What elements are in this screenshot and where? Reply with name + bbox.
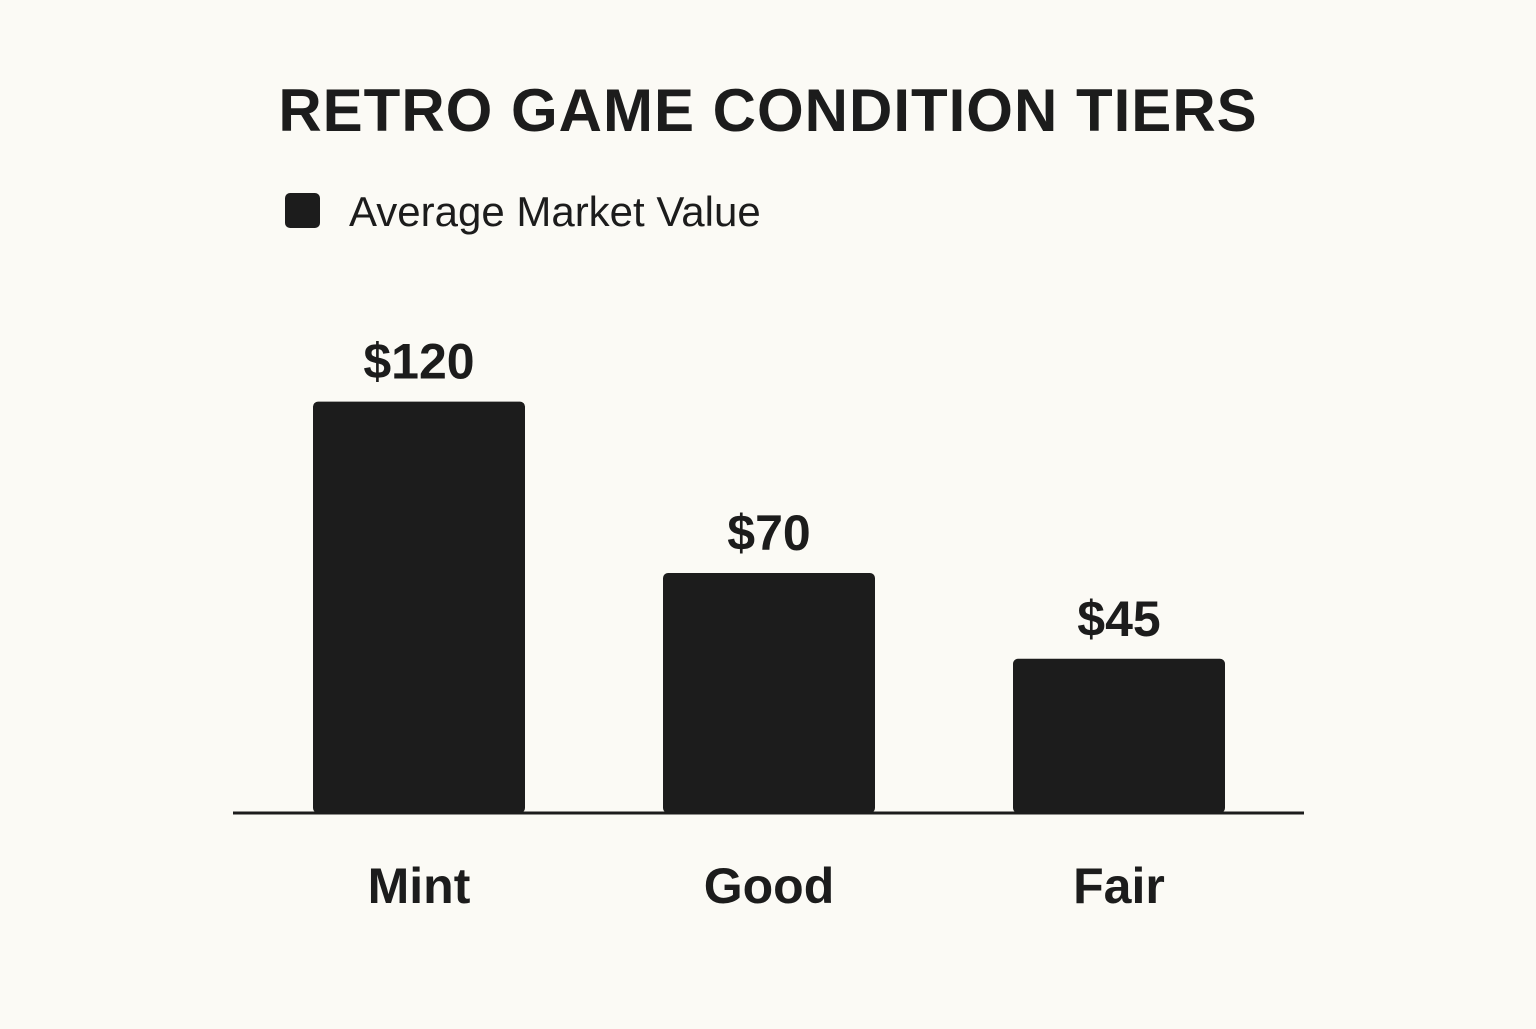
category-label-fair: Fair xyxy=(1073,858,1165,914)
category-label-good: Good xyxy=(704,858,835,914)
bar-mint xyxy=(313,401,525,813)
value-labels-layer: $120 $70 $45 xyxy=(363,334,1160,647)
legend: Average Market Value xyxy=(285,188,761,235)
bar-fair xyxy=(1013,658,1225,813)
bars-layer xyxy=(313,401,1225,813)
chart-title: RETRO GAME CONDITION TIERS xyxy=(278,77,1257,144)
bar-good xyxy=(663,573,875,813)
data-label-mint: $120 xyxy=(363,334,474,390)
data-label-fair: $45 xyxy=(1077,591,1160,647)
legend-swatch xyxy=(285,193,320,228)
data-label-good: $70 xyxy=(727,505,810,561)
legend-label: Average Market Value xyxy=(349,188,761,235)
category-label-mint: Mint xyxy=(368,858,471,914)
category-labels-layer: Mint Good Fair xyxy=(368,858,1165,914)
